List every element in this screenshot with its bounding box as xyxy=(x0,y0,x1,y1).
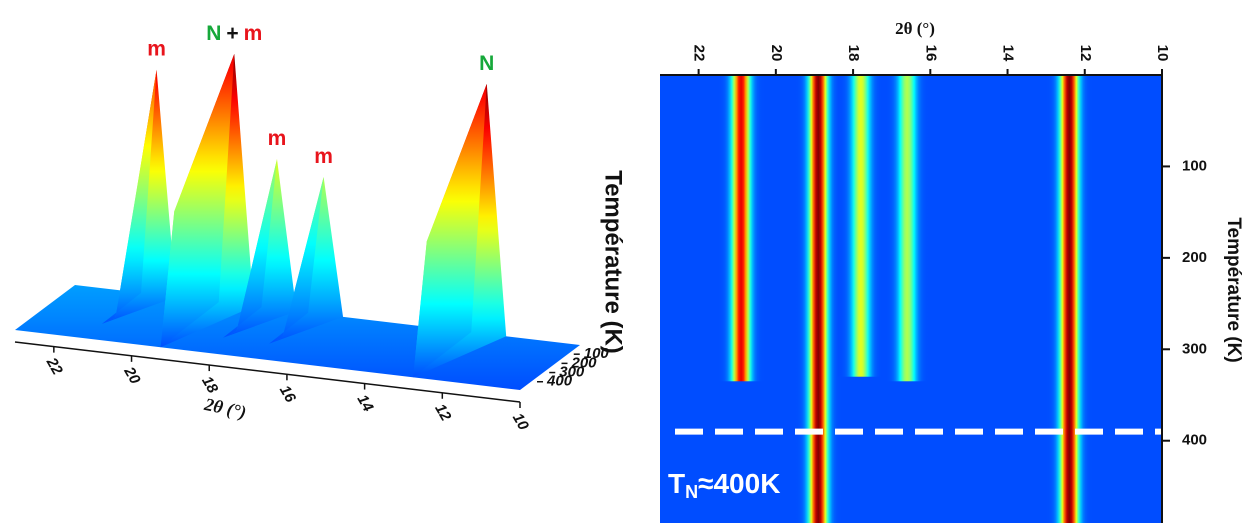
peak-stripe xyxy=(795,75,842,523)
peak-annotation: m xyxy=(314,145,333,168)
y-tick-label: 400 xyxy=(1182,432,1207,449)
x-tick-label: 20 xyxy=(120,363,144,387)
x-tick-label: 10 xyxy=(1154,45,1171,62)
side-label: Température (K) xyxy=(600,170,627,354)
label-part: T xyxy=(668,468,685,499)
peak-stripe xyxy=(837,75,884,377)
x-tick-label: 12 xyxy=(1077,45,1094,62)
annotation-part: + xyxy=(226,21,238,44)
surface-peak-side xyxy=(268,177,324,344)
x-tick-label: 14 xyxy=(354,392,377,416)
annotation-part: m xyxy=(314,145,333,168)
x-tick-label: 20 xyxy=(768,45,785,62)
peak-annotation: m xyxy=(147,37,166,60)
transition-label: TN≈400K xyxy=(668,468,780,501)
x-tick-label: 22 xyxy=(42,354,66,378)
x-tick-label: 10 xyxy=(509,410,532,434)
label-part: ≈400K xyxy=(698,468,780,499)
surface-peak-side xyxy=(160,53,235,348)
peak-stripe xyxy=(717,75,765,382)
z-tick-label: 300 xyxy=(559,364,585,381)
label-part: N xyxy=(685,482,698,502)
surface-peak-side xyxy=(413,83,487,378)
x-tick-label: 22 xyxy=(691,45,708,62)
peak-stripe xyxy=(883,75,931,382)
annotation-part: N xyxy=(479,51,494,74)
annotation-part: m xyxy=(147,37,166,60)
peak-annotation: N + m xyxy=(206,21,262,44)
surface-peak-side xyxy=(101,69,157,324)
x-axis-label: 2θ (°) xyxy=(895,19,935,38)
x-tick-label: 16 xyxy=(276,383,299,407)
annotation-part: m xyxy=(268,127,287,150)
peak-annotation: m xyxy=(268,127,287,150)
y-axis-label: Température (K) xyxy=(1223,217,1244,362)
x-tick-label: 18 xyxy=(198,373,221,397)
z-tick-label: 200 xyxy=(571,354,598,371)
x-axis-label: 2θ (°) xyxy=(202,394,248,423)
y-tick-label: 100 xyxy=(1182,157,1207,174)
peak-stripe xyxy=(1046,75,1093,523)
annotation-part: N xyxy=(206,21,221,44)
z-tick-label: 100 xyxy=(584,345,610,362)
z-tick-label: 400 xyxy=(546,373,573,390)
x-tick-label: 16 xyxy=(922,45,939,62)
annotation-part: m xyxy=(244,21,263,44)
y-tick-label: 300 xyxy=(1182,340,1207,357)
y-tick-label: 200 xyxy=(1182,249,1207,266)
x-tick-label: 18 xyxy=(845,45,862,62)
peak-annotation: N xyxy=(479,51,494,74)
x-axis xyxy=(14,341,521,403)
x-tick-label: 12 xyxy=(431,401,454,425)
surface-peak-side xyxy=(222,159,277,338)
x-tick-label: 14 xyxy=(1000,45,1017,62)
